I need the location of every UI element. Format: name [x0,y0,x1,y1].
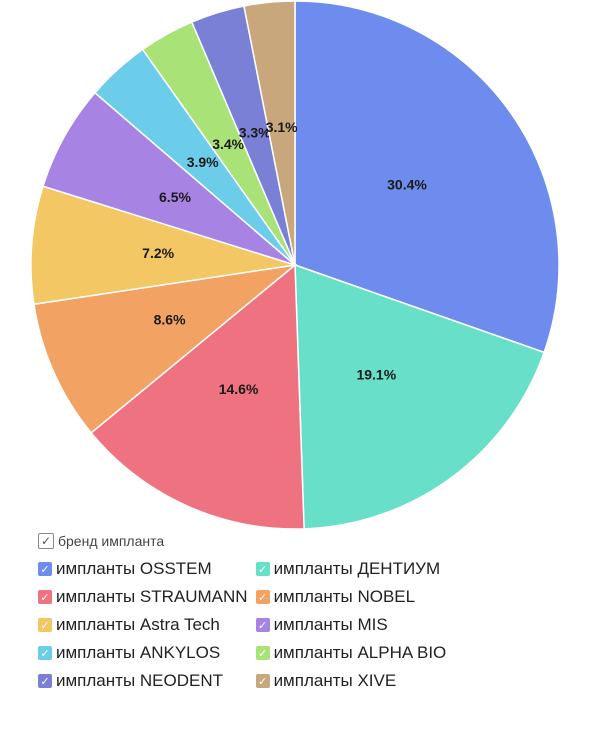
slice-data-label-1: 19.1% [356,366,396,382]
legend-checkbox-icon[interactable]: ✓ [255,590,270,604]
legend-item-2[interactable]: ✓ импланты STRAUMANN [38,587,248,607]
pie-slice-2[interactable] [90,263,305,530]
legend-item-7[interactable]: ✓ импланты ALPHA BIO [255,643,447,663]
legend-item-label: импланты Astra Tech [56,615,220,634]
legend-checkbox-icon[interactable]: ✓ [38,646,52,660]
pie-slice-0[interactable] [294,0,560,354]
legend-item-9[interactable]: ✓ импланты XIVE [255,671,447,691]
legend-items: ✓ импланты OSSTEM ✓ импланты ДЕНТИУМ ✓ имплан… [38,559,578,691]
legend-checkbox-icon[interactable]: ✓ [255,646,270,660]
slice-data-label-2: 14.6% [219,381,259,397]
legend-item-6[interactable]: ✓ импланты ANKYLOS [38,643,248,663]
slice-data-label-4: 7.2% [142,245,174,261]
legend-item-label: импланты NOBEL [273,587,416,606]
legend-item-label: импланты NEODENT [56,671,223,690]
pie-chart: 30.4% 19.1% 14.6% 8.6% 7.2% 6.5% 3.9% 3.4%3.3%3… [30,0,560,530]
legend-item-0[interactable]: ✓ импланты OSSTEM [38,559,248,579]
legend: ✓ бренд импланта ✓ импланты OSSTEM ✓ имплан… [38,533,578,691]
legend-item-label: импланты ALPHA BIO [273,643,447,662]
legend-item-label: импланты XIVE [273,671,397,690]
slice-data-label-3: 8.6% [154,312,186,328]
pie-slice-4[interactable] [30,185,296,306]
slice-data-label-6: 3.9% [187,154,219,170]
pie-slice-9[interactable] [243,0,296,266]
legend-item-label: импланты MIS [273,615,388,634]
legend-item-label: импланты OSSTEM [56,559,212,578]
legend-checkbox-icon[interactable]: ✓ [255,562,270,576]
slice-data-label-0: 30.4% [387,176,427,192]
legend-checkbox-icon[interactable]: ✓ [38,618,52,632]
legend-item-8[interactable]: ✓ импланты NEODENT [38,671,248,691]
pie-slice-3[interactable] [33,263,298,434]
legend-title-checkbox[interactable]: ✓ [38,533,54,549]
legend-item-3[interactable]: ✓ импланты NOBEL [255,587,447,607]
legend-checkbox-icon[interactable]: ✓ [38,674,52,688]
slice-data-label-8: 3.3% [239,124,271,140]
legend-item-label: импланты ДЕНТИУМ [273,559,441,578]
legend-title-row[interactable]: ✓ бренд импланта [38,533,578,549]
legend-title: бренд импланта [58,533,165,549]
legend-checkbox-icon[interactable]: ✓ [255,674,270,688]
slice-data-label-7: 3.4% [212,136,244,152]
legend-item-label: импланты STRAUMANN [56,587,248,606]
slice-data-label-9: 3.1% [266,119,298,135]
legend-checkbox-icon[interactable]: ✓ [38,562,52,576]
pie-slice-1[interactable] [294,263,546,530]
legend-checkbox-icon[interactable]: ✓ [255,618,270,632]
legend-checkbox-icon[interactable]: ✓ [38,590,52,604]
slice-data-label-5: 6.5% [159,189,191,205]
legend-item-label: импланты ANKYLOS [56,643,221,662]
legend-item-1[interactable]: ✓ импланты ДЕНТИУМ [255,559,447,579]
legend-item-5[interactable]: ✓ импланты MIS [255,615,447,635]
legend-item-4[interactable]: ✓ импланты Astra Tech [38,615,248,635]
